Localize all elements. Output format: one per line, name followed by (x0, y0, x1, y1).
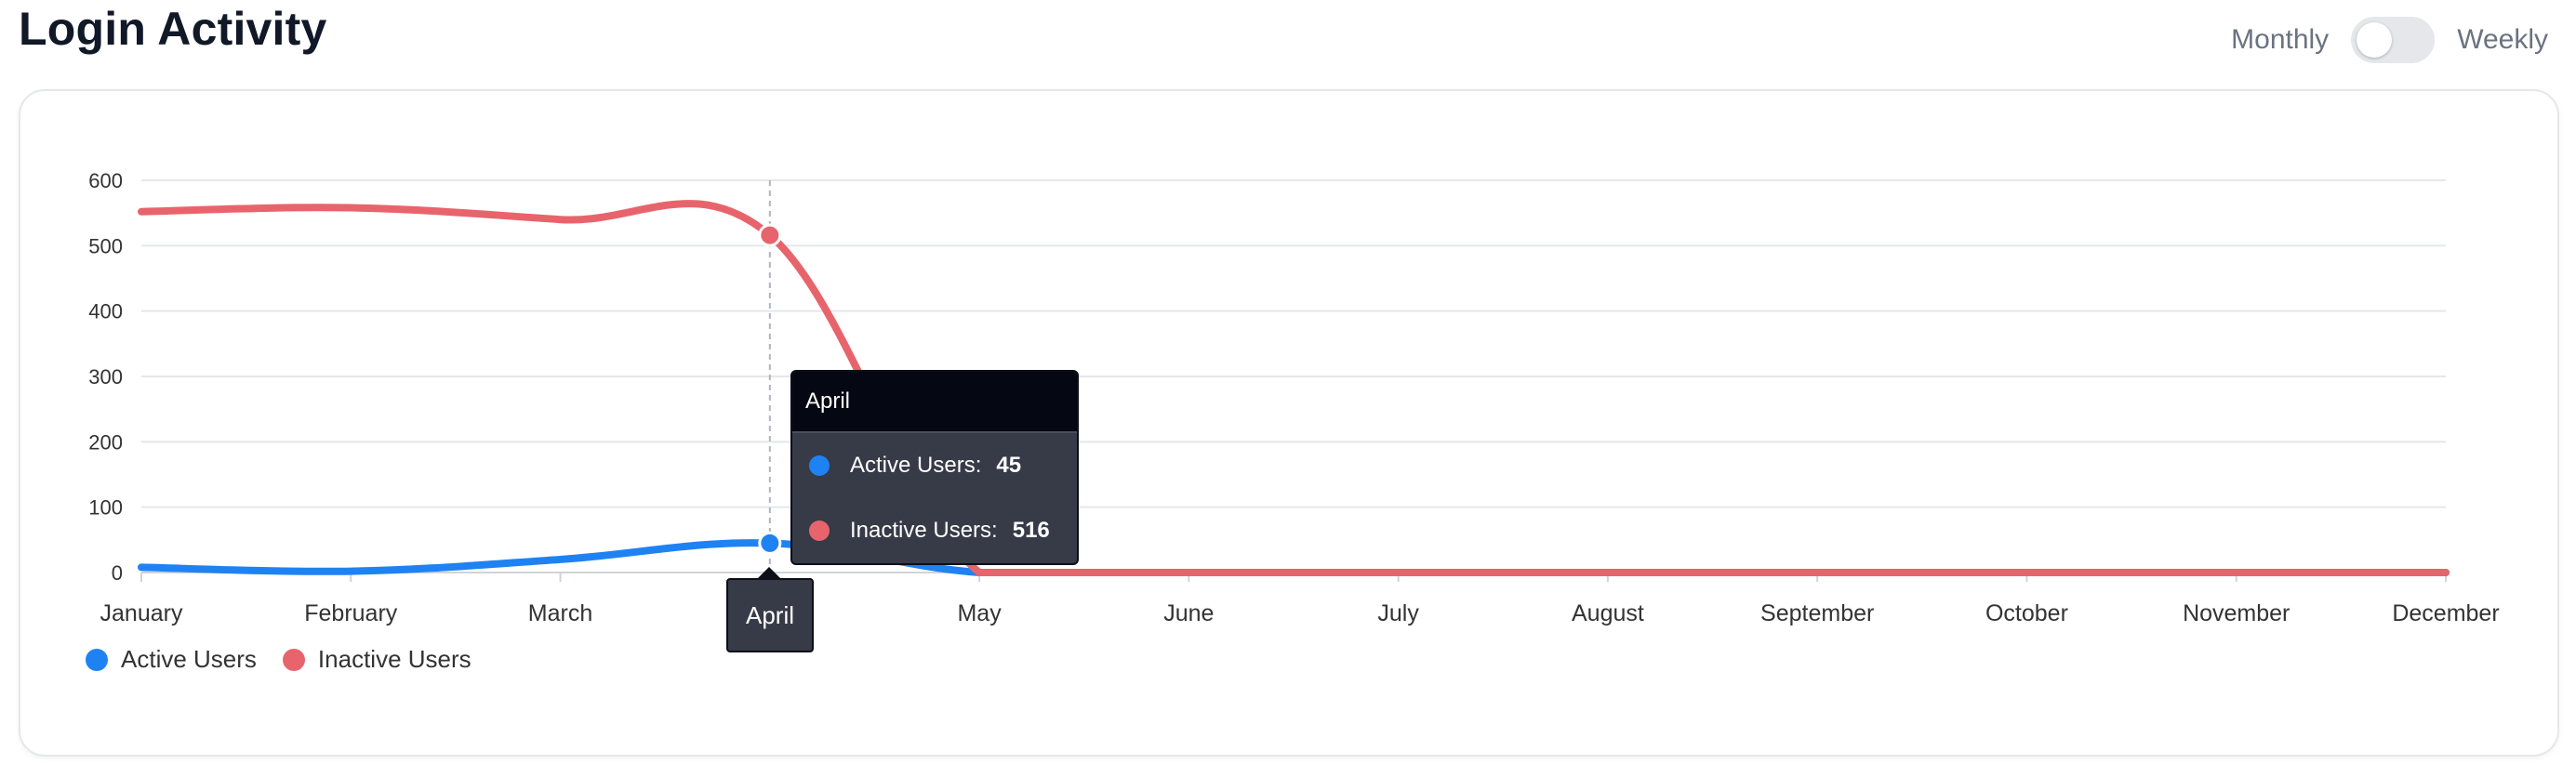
y-tick-label-600: 600 (88, 169, 123, 192)
tooltip-value-inactive: 516 (1012, 518, 1050, 543)
chart-legend: Active Users Inactive Users (86, 645, 471, 674)
tooltip-row-inactive: Inactive Users: 516 (792, 498, 1077, 563)
legend-label-active: Active Users (121, 645, 257, 673)
toggle-knob (2357, 22, 2393, 58)
x-tick-label-june: June (1163, 600, 1214, 626)
tooltip-value-active: 45 (996, 453, 1022, 478)
view-toggle-group: Monthly Weekly (2231, 17, 2548, 63)
x-tick-label-may: May (957, 600, 1002, 626)
y-tick-label-300: 300 (88, 365, 123, 388)
y-tick-label-500: 500 (88, 234, 123, 257)
x-tick-label-july: July (1377, 600, 1419, 626)
series-line-active-users (138, 539, 2450, 576)
x-axis-tooltip: April (726, 578, 814, 652)
y-tick-label-100: 100 (88, 496, 123, 520)
x-tick-label-march: March (528, 600, 592, 626)
legend-item-active-users[interactable]: Active Users (86, 645, 257, 674)
legend-item-inactive-users[interactable]: Inactive Users (282, 645, 471, 674)
tooltip-title: April (792, 372, 1077, 433)
y-tick-label-0: 0 (112, 561, 123, 585)
chart-tooltip: April Active Users: 45 Inactive Users: 5… (790, 370, 1079, 565)
x-tick-label-august: August (1572, 600, 1644, 626)
monthly-label: Monthly (2231, 24, 2330, 55)
weekly-label: Weekly (2457, 24, 2548, 55)
x-tick-label-december: December (2392, 600, 2499, 626)
x-axis-tooltip-arrow (758, 567, 780, 578)
series-line-inactive-users (138, 200, 2450, 576)
x-tick-label-september: September (1760, 600, 1874, 626)
tooltip-dot-inactive (809, 520, 830, 541)
legend-label-inactive: Inactive Users (317, 645, 471, 673)
legend-dot-inactive (282, 648, 305, 671)
chart-card (19, 89, 2559, 757)
point-inactive-users-april (758, 223, 782, 247)
x-tick-label-february: February (304, 600, 398, 626)
legend-dot-active (86, 648, 108, 671)
page-title: Login Activity (19, 3, 327, 55)
tooltip-row-active: Active Users: 45 (792, 433, 1077, 498)
monthly-weekly-toggle[interactable] (2351, 17, 2436, 63)
x-tick-label-january: January (100, 600, 183, 626)
tooltip-label-inactive: Inactive Users: (850, 518, 998, 543)
y-tick-label-400: 400 (88, 300, 123, 323)
x-tick-label-november: November (2183, 600, 2290, 626)
tooltip-label-active: Active Users: (850, 453, 982, 478)
point-active-users-april (758, 531, 782, 555)
y-tick-label-200: 200 (88, 430, 123, 454)
x-tick-label-october: October (1985, 600, 2068, 626)
tooltip-dot-active (809, 455, 830, 476)
